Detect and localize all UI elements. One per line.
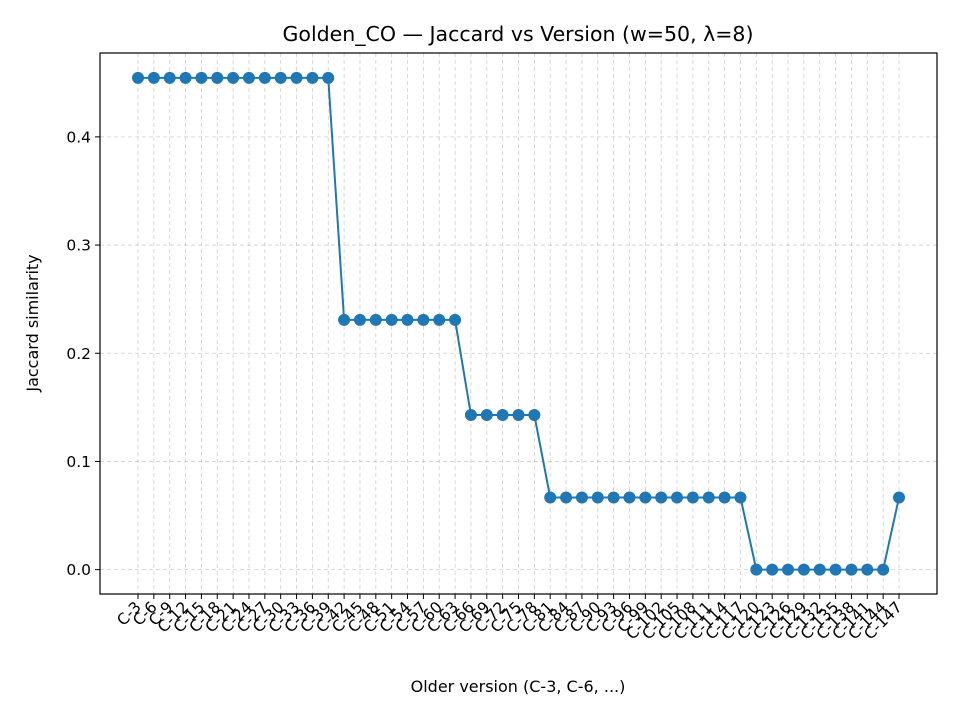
series-markers (132, 71, 905, 576)
data-point (480, 409, 493, 422)
data-point (893, 491, 905, 504)
x-axis-ticks: C-3C-6C-9C-12C-15C-18C-21C-24C-27C-30C-3… (114, 594, 906, 643)
data-point (702, 491, 715, 504)
data-point (671, 491, 684, 504)
data-point (686, 491, 699, 504)
data-point (338, 313, 351, 326)
grid-lines (100, 53, 937, 594)
data-point (464, 409, 477, 422)
data-point (544, 491, 557, 504)
data-point (258, 71, 271, 84)
y-axis-label: Jaccard similarity (23, 254, 42, 392)
data-point (528, 409, 541, 422)
data-point (306, 71, 319, 84)
data-point (782, 563, 795, 576)
data-point (718, 491, 731, 504)
data-point (797, 563, 810, 576)
data-point (163, 71, 176, 84)
data-point (132, 71, 144, 84)
y-tick-label: 0.1 (66, 453, 91, 471)
data-point (147, 71, 160, 84)
data-point (845, 563, 858, 576)
chart-title: Golden_CO — Jaccard vs Version (w=50, λ=… (283, 22, 754, 47)
data-point (179, 71, 192, 84)
data-point (242, 71, 255, 84)
data-point (829, 563, 842, 576)
data-point (607, 491, 620, 504)
data-point (195, 71, 208, 84)
data-point (385, 313, 398, 326)
data-point (290, 71, 303, 84)
data-point (417, 313, 430, 326)
data-point (591, 491, 604, 504)
data-point (496, 409, 509, 422)
y-tick-label: 0.2 (66, 345, 91, 363)
data-point (560, 491, 573, 504)
y-axis-ticks: 0.0 0.1 0.2 0.3 0.4 (66, 128, 100, 579)
data-point (512, 409, 525, 422)
data-point (623, 491, 636, 504)
data-point (353, 313, 366, 326)
data-point (227, 71, 240, 84)
data-point (861, 563, 874, 576)
data-point (369, 313, 382, 326)
data-point (433, 313, 446, 326)
data-point (274, 71, 287, 84)
x-axis-label: Older version (C-3, C-6, ...) (411, 677, 626, 696)
y-tick-label: 0.3 (66, 237, 91, 255)
data-point (401, 313, 414, 326)
data-point (639, 491, 652, 504)
data-point (322, 71, 335, 84)
data-point (575, 491, 588, 504)
data-point (655, 491, 668, 504)
data-point (449, 313, 462, 326)
data-point (766, 563, 779, 576)
y-tick-label: 0.0 (66, 561, 91, 579)
y-tick-label: 0.4 (66, 128, 91, 146)
data-point (211, 71, 224, 84)
data-point (750, 563, 763, 576)
data-point (734, 491, 747, 504)
plot-frame (99, 52, 938, 595)
data-point (877, 563, 890, 576)
data-point (813, 563, 826, 576)
